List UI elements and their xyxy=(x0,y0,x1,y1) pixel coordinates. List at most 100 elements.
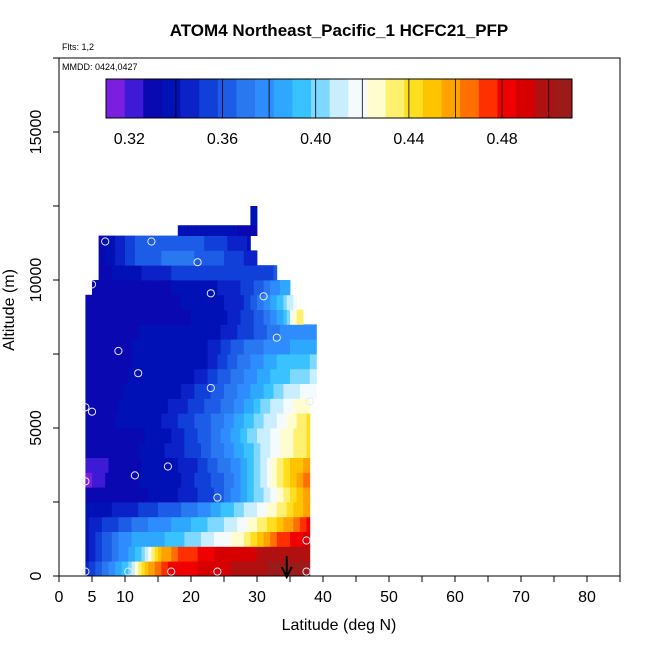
heatmap-cell xyxy=(187,235,192,251)
heatmap-cell xyxy=(207,502,212,518)
heatmap-cell xyxy=(280,368,284,384)
heatmap-cell xyxy=(296,516,301,532)
heatmap-cell xyxy=(138,235,142,251)
heatmap-cell xyxy=(98,502,103,518)
heatmap-cell xyxy=(303,398,307,414)
heatmap-cell xyxy=(243,265,248,281)
heatmap-cell xyxy=(105,354,109,370)
heatmap-cell xyxy=(207,413,212,429)
heatmap-cell xyxy=(128,265,132,281)
heatmap-cell xyxy=(187,472,192,488)
heatmap-cell xyxy=(118,531,123,547)
sample-point xyxy=(305,397,314,406)
heatmap-cell xyxy=(217,502,222,518)
heatmap-cell xyxy=(200,324,205,340)
heatmap-cell xyxy=(138,442,142,458)
heatmap-cell xyxy=(111,324,116,340)
heatmap-cell xyxy=(92,502,96,518)
heatmap-cell xyxy=(224,487,228,503)
heatmap-cell xyxy=(286,531,291,547)
heatmap-cell xyxy=(108,235,113,251)
heatmap-cell xyxy=(194,546,198,562)
heatmap-cell xyxy=(164,280,169,296)
heatmap-cell xyxy=(154,502,159,518)
heatmap-cell xyxy=(257,487,261,503)
heatmap-cell xyxy=(128,250,132,266)
heatmap-cell xyxy=(293,398,297,414)
heatmap-cell xyxy=(276,502,281,518)
heatmap-cell xyxy=(144,502,149,518)
heatmap-cell xyxy=(151,516,156,532)
heatmap-cell xyxy=(283,354,288,370)
heatmap-cell xyxy=(273,339,278,355)
heatmap-cell xyxy=(224,324,228,340)
heatmap-cell xyxy=(164,487,169,503)
heatmap-cell xyxy=(243,561,248,577)
heatmap-cell xyxy=(128,546,132,562)
heatmap-cell xyxy=(187,339,192,355)
heatmap-cell xyxy=(95,309,99,325)
heatmap-cell xyxy=(128,280,132,296)
sample-point xyxy=(124,567,133,576)
heatmap-cell xyxy=(233,398,238,414)
heatmap-cell xyxy=(161,354,165,370)
heatmap-cell xyxy=(154,354,159,370)
heatmap-cell xyxy=(283,294,288,310)
heatmap-cell xyxy=(138,250,142,266)
heatmap-cell xyxy=(98,546,103,562)
heatmap-cell xyxy=(237,398,241,414)
heatmap-cell xyxy=(187,428,192,444)
heatmap-cell xyxy=(88,294,93,310)
heatmap-cell xyxy=(220,413,225,429)
heatmap-cell xyxy=(204,294,208,310)
heatmap-cell xyxy=(309,354,314,370)
heatmap-cell xyxy=(161,561,165,577)
heatmap-cell xyxy=(194,487,198,503)
heatmap-cell xyxy=(111,383,116,399)
heatmap-cell xyxy=(293,531,297,547)
heatmap-cell xyxy=(95,472,99,488)
heatmap-cell xyxy=(299,413,304,429)
heatmap-cell xyxy=(95,324,99,340)
heatmap-cell xyxy=(293,442,297,458)
heatmap-cell xyxy=(174,398,179,414)
heatmap-cell xyxy=(220,383,225,399)
heatmap-cell xyxy=(101,250,106,266)
heatmap-cell xyxy=(214,235,218,251)
heatmap-cell xyxy=(273,354,278,370)
heatmap-cell xyxy=(214,502,218,518)
heatmap-cell xyxy=(283,561,288,577)
heatmap-cell xyxy=(164,354,169,370)
heatmap-cell xyxy=(174,546,179,562)
heatmap-cell xyxy=(210,280,215,296)
heatmap-cell xyxy=(161,442,165,458)
heatmap-cell xyxy=(214,368,218,384)
heatmap-cell xyxy=(184,309,189,325)
heatmap-cell xyxy=(243,324,248,340)
heatmap-cell xyxy=(125,546,129,562)
heatmap-cell xyxy=(194,516,198,532)
heatmap-cell xyxy=(233,265,238,281)
heatmap-cell xyxy=(161,502,165,518)
heatmap-cell xyxy=(177,398,182,414)
heatmap-cell xyxy=(121,398,126,414)
heatmap-cell xyxy=(273,398,278,414)
heatmap-cell xyxy=(154,235,159,251)
heatmap-cell xyxy=(197,502,202,518)
heatmap-cell xyxy=(200,531,205,547)
heatmap-cell xyxy=(131,354,136,370)
heatmap-cell xyxy=(154,546,159,562)
heatmap-cell xyxy=(240,250,245,266)
heatmap-cell xyxy=(177,502,182,518)
heatmap-cell xyxy=(108,442,113,458)
heatmap-cell xyxy=(151,265,156,281)
heatmap-cell xyxy=(233,339,238,355)
heatmap-cell xyxy=(177,280,182,296)
heatmap-cell xyxy=(250,368,255,384)
heatmap-cell xyxy=(273,413,278,429)
heatmap-cell xyxy=(280,487,284,503)
heatmap-cell xyxy=(174,250,179,266)
heatmap-cell xyxy=(220,442,225,458)
heatmap-cell xyxy=(276,294,281,310)
heatmap-cell xyxy=(115,428,119,444)
